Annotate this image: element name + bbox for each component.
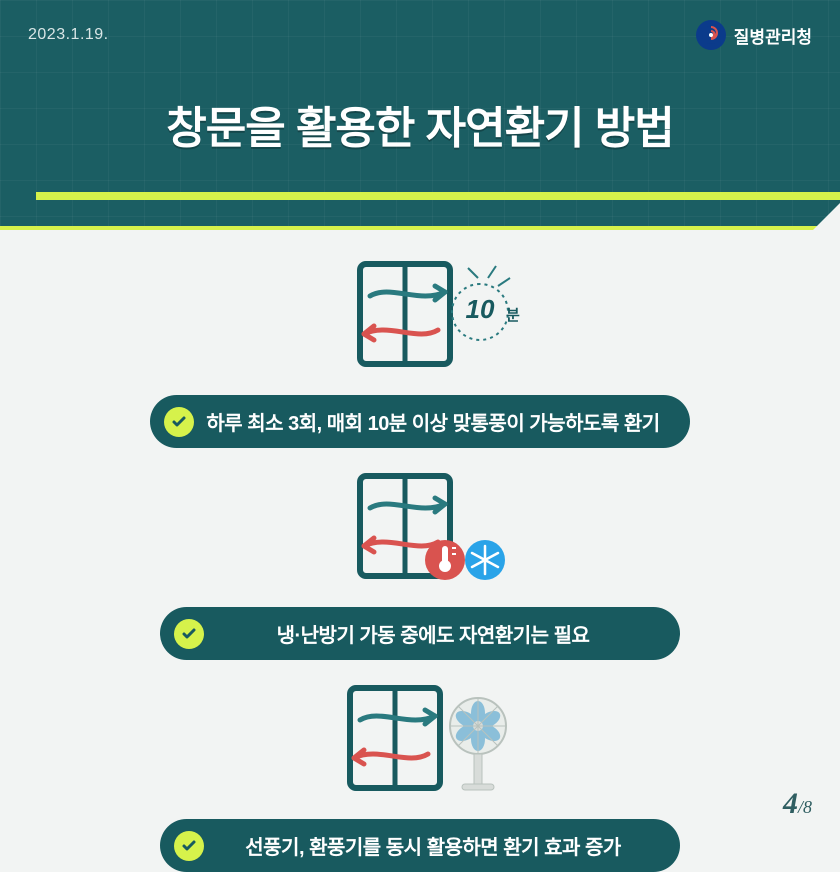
tip-item: 10 분 하루 최소 3회, 매회 10분 이상 맞통풍이 가능하도록 환기 (40, 256, 800, 448)
tip-item: 선풍기, 환풍기를 동시 활용하면 환기 효과 증가 (40, 680, 800, 872)
agency-name: 질병관리청 (734, 23, 812, 48)
tip-pill: 선풍기, 환풍기를 동시 활용하면 환기 효과 증가 (160, 819, 680, 872)
window-hvac-icon (320, 468, 520, 593)
date-label: 2023.1.19. (28, 26, 109, 44)
badge-unit: 분 (506, 307, 520, 324)
corner-fold-icon (812, 203, 840, 231)
page-total: 8 (803, 797, 812, 817)
page-title: 창문을 활용한 자연환기 방법 (0, 92, 840, 156)
title-underline (36, 192, 840, 200)
page-current: 4 (783, 787, 798, 820)
tip-item: 냉·난방기 가동 중에도 자연환기는 필요 (40, 468, 800, 660)
tip-text: 선풍기, 환풍기를 동시 활용하면 환기 효과 증가 (245, 837, 621, 859)
tip-pill: 냉·난방기 가동 중에도 자연환기는 필요 (160, 607, 680, 660)
window-10min-icon: 10 분 (310, 256, 530, 381)
agency-block: 질병관리청 (696, 20, 812, 50)
check-icon (174, 619, 204, 649)
tip-pill: 하루 최소 3회, 매회 10분 이상 맞통풍이 가능하도록 환기 (150, 395, 689, 448)
header: 2023.1.19. 질병관리청 창문을 활용한 자연환기 방법 (0, 0, 840, 230)
tip-text: 하루 최소 3회, 매회 10분 이상 맞통풍이 가능하도록 환기 (206, 413, 659, 435)
agency-logo-icon (696, 20, 726, 50)
page-indicator: 4/8 (783, 787, 812, 821)
tip-text: 냉·난방기 가동 중에도 자연환기는 필요 (277, 625, 590, 647)
check-icon (174, 831, 204, 861)
check-icon (164, 407, 194, 437)
window-fan-icon (310, 680, 530, 805)
content-area: 10 분 하루 최소 3회, 매회 10분 이상 맞통풍이 가능하도록 환기 (0, 230, 840, 872)
header-bottom-bar (0, 226, 840, 230)
badge-number: 10 (466, 294, 495, 324)
